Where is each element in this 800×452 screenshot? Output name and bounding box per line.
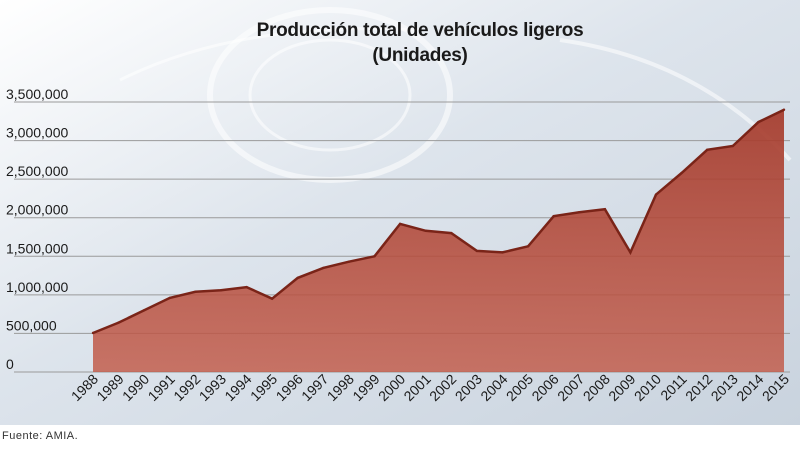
data-point: [91, 331, 95, 335]
data-point: [552, 215, 555, 218]
y-tick-label: 3,000,000: [6, 125, 68, 141]
area-fill: [93, 109, 784, 372]
y-tick-label: 1,500,000: [6, 240, 68, 256]
data-point: [143, 309, 146, 312]
data-point: [578, 211, 581, 214]
y-tick-label: 500,000: [6, 317, 57, 333]
source-note: Fuente: AMIA.: [2, 430, 79, 442]
data-point: [373, 255, 376, 258]
data-point: [680, 171, 683, 175]
chart-subtitle: (Unidades): [372, 45, 468, 66]
data-point: [731, 144, 734, 148]
y-tick-label: 1,000,000: [6, 279, 68, 295]
area-top-line: [92, 108, 785, 335]
y-tick-labels: 0 500,000 1,000,000 1,500,000 2,000,000 2,500…: [6, 86, 68, 372]
data-point: [398, 222, 402, 226]
y-tick-label: 2,000,000: [6, 202, 68, 218]
data-point: [219, 289, 223, 292]
area-series: [91, 108, 786, 372]
y-tick-label: 2,500,000: [6, 163, 68, 179]
data-point: [194, 290, 197, 293]
data-point: [526, 245, 530, 248]
data-point: [347, 260, 351, 263]
data-point: [270, 297, 274, 300]
data-point: [475, 249, 479, 253]
data-point: [117, 321, 120, 324]
data-point: [322, 266, 325, 270]
data-point: [424, 229, 427, 232]
data-point: [501, 251, 504, 254]
data-point: [629, 251, 632, 254]
y-tick-label: 3,500,000: [6, 86, 68, 102]
data-point: [782, 108, 786, 111]
data-point: [603, 208, 607, 211]
y-tick-label: 0: [6, 356, 14, 372]
data-point: [654, 193, 658, 196]
data-point: [757, 120, 760, 124]
data-point: [296, 276, 299, 280]
data-point: [706, 148, 709, 151]
data-point: [450, 231, 453, 235]
data-point: [168, 296, 171, 300]
chart-title: Producción total de vehículos ligeros: [256, 20, 584, 41]
data-point: [245, 285, 248, 289]
